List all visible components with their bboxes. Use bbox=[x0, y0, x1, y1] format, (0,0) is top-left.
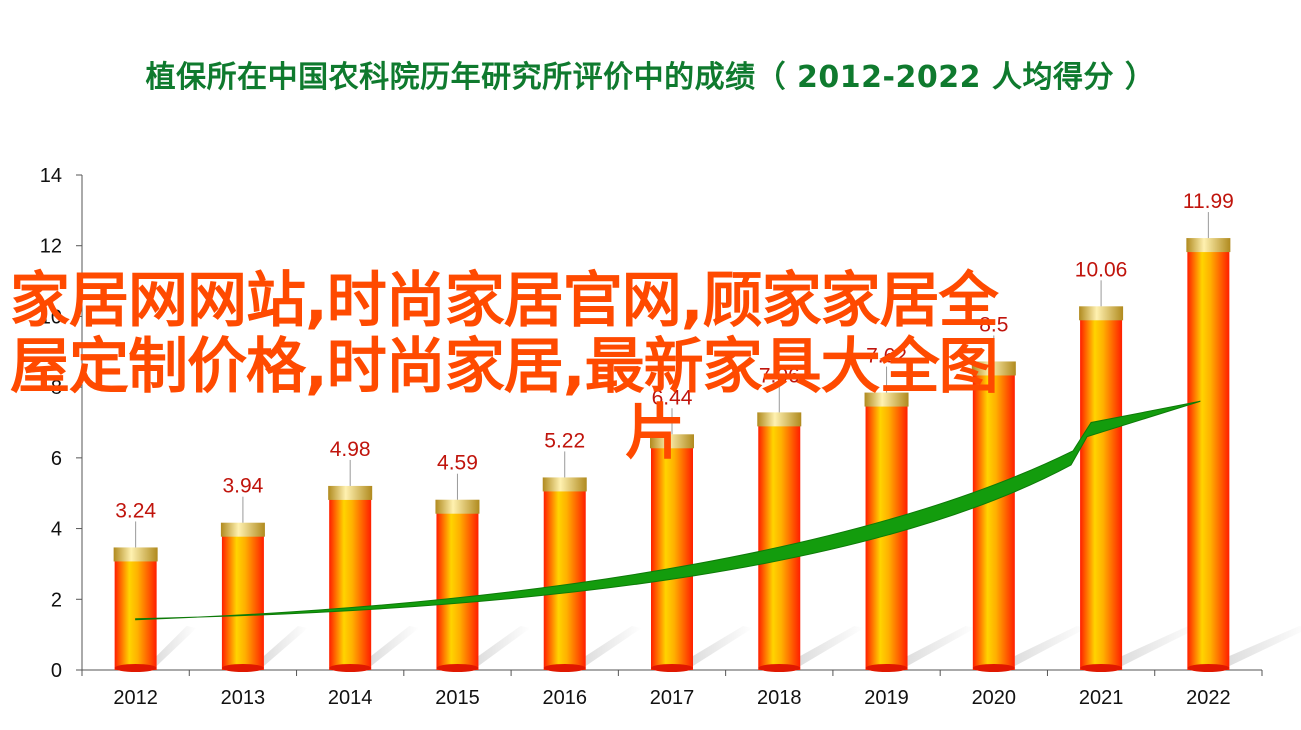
bar-shadow bbox=[263, 626, 308, 666]
bar bbox=[114, 555, 157, 670]
bar-base bbox=[436, 664, 479, 672]
value-label: 7.62 bbox=[866, 345, 907, 368]
bar-cap bbox=[328, 485, 373, 500]
x-tick-label: 2015 bbox=[435, 687, 480, 709]
bar-cap bbox=[113, 547, 158, 562]
bar-shadows bbox=[156, 626, 1301, 666]
bar-cap bbox=[864, 392, 909, 407]
bar-base bbox=[651, 664, 693, 672]
bar bbox=[329, 493, 372, 670]
y-tick-label: 6 bbox=[51, 448, 62, 470]
bar-shadow bbox=[800, 626, 865, 666]
value-label: 7.06 bbox=[759, 364, 800, 387]
y-tick-label: 14 bbox=[40, 165, 62, 187]
bar-base bbox=[221, 664, 264, 672]
bar-shadow bbox=[1122, 626, 1199, 666]
bars bbox=[113, 238, 1231, 672]
bar-shadow bbox=[156, 626, 197, 666]
bar-base bbox=[114, 664, 157, 672]
value-label: 3.94 bbox=[222, 475, 263, 498]
bar-cap bbox=[650, 434, 694, 449]
y-tick-label: 2 bbox=[51, 589, 62, 611]
bar bbox=[1080, 314, 1123, 670]
bar-base bbox=[972, 664, 1015, 672]
chart-title: 植保所在中国农科院历年研究所评价中的成绩（ 2012-2022 人均得分 ） bbox=[145, 60, 1156, 95]
value-label: 11.99 bbox=[1183, 190, 1234, 213]
x-tick-label: 2016 bbox=[542, 687, 587, 709]
trend-arrow-shape bbox=[135, 400, 1201, 621]
labels: 3.24 3.94 4.98 4.59 5.22 6.44 7.06 7.62 8.5 10.06… bbox=[115, 190, 1234, 548]
value-label: 4.98 bbox=[330, 438, 371, 461]
bar-base bbox=[1187, 664, 1230, 672]
bar-cap bbox=[435, 499, 480, 514]
value-label: 10.06 bbox=[1075, 258, 1128, 281]
bar-base bbox=[543, 664, 586, 672]
x-tick-label: 2013 bbox=[221, 687, 266, 709]
bar-cap bbox=[971, 361, 1016, 376]
value-label: 3.24 bbox=[115, 499, 156, 522]
value-label: 6.44 bbox=[652, 386, 693, 409]
bar bbox=[651, 442, 693, 670]
bar bbox=[1187, 246, 1230, 670]
bar-shadow bbox=[371, 626, 420, 666]
bar bbox=[972, 369, 1015, 670]
bar-shadow bbox=[693, 626, 753, 666]
x-tick-label: 2021 bbox=[1079, 687, 1124, 709]
bar-base bbox=[865, 664, 908, 672]
bar-cap bbox=[1079, 306, 1124, 321]
bar-cap bbox=[220, 522, 265, 537]
bar bbox=[221, 530, 264, 670]
x-tick-label: 2017 bbox=[650, 687, 695, 709]
bar-base bbox=[1080, 664, 1123, 672]
bar-shadow bbox=[585, 626, 642, 666]
x-tick-label: 2018 bbox=[757, 687, 802, 709]
bar-cap bbox=[542, 477, 587, 492]
bar-shadow bbox=[478, 626, 531, 666]
value-label: 5.22 bbox=[544, 429, 585, 452]
y-tick-label: 12 bbox=[40, 236, 62, 258]
value-label: 8.5 bbox=[979, 313, 1008, 336]
bar-base bbox=[758, 664, 801, 672]
trend-arrow bbox=[135, 400, 1201, 621]
y-tick-label: 8 bbox=[51, 377, 62, 399]
value-label: 4.59 bbox=[437, 452, 478, 475]
bar-cap bbox=[757, 412, 802, 427]
x-tick-label: 2012 bbox=[113, 687, 158, 709]
bar-cap bbox=[1186, 238, 1231, 253]
bar-base bbox=[329, 664, 372, 672]
bar-shadow bbox=[907, 626, 976, 666]
bar-shadow bbox=[1014, 626, 1087, 666]
bar bbox=[436, 507, 479, 670]
x-tick-label: 2014 bbox=[328, 687, 373, 709]
bar bbox=[543, 485, 586, 670]
y-tick-label: 4 bbox=[51, 519, 62, 541]
bar-shadow bbox=[1229, 626, 1301, 666]
y-tick-label: 0 bbox=[51, 660, 62, 682]
x-tick-label: 2019 bbox=[864, 687, 909, 709]
x-tick-label: 2020 bbox=[972, 687, 1017, 709]
x-tick-label: 2022 bbox=[1186, 687, 1231, 709]
y-tick-label: 10 bbox=[40, 306, 62, 328]
